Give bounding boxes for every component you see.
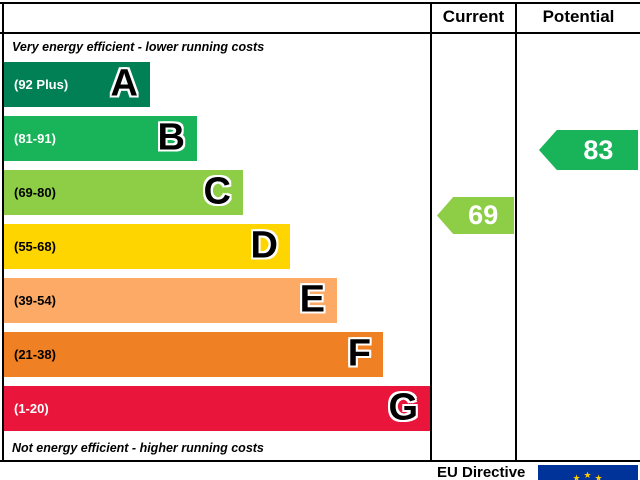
potential-column-divider bbox=[515, 2, 517, 462]
band-letter: C bbox=[203, 169, 231, 212]
band-bar: (21-38) F bbox=[4, 332, 383, 377]
band-bar: (1-20) G bbox=[4, 386, 430, 431]
potential-rating-marker: 83 bbox=[539, 130, 638, 170]
rating-band-g: (1-20) G bbox=[4, 386, 430, 440]
band-range-label: (81-91) bbox=[14, 131, 56, 146]
current-column-divider bbox=[430, 2, 432, 462]
band-range-label: (92 Plus) bbox=[14, 77, 69, 92]
rating-band-d: (55-68) D bbox=[4, 224, 430, 278]
band-range-label: (21-38) bbox=[14, 347, 56, 362]
rating-band-a: (92 Plus) A bbox=[4, 62, 430, 116]
current-column-header: Current bbox=[442, 7, 505, 26]
rating-band-e: (39-54) E bbox=[4, 278, 430, 332]
band-range-label: (55-68) bbox=[14, 239, 56, 254]
band-bar: (92 Plus) A bbox=[4, 62, 150, 107]
band-letter: G bbox=[388, 385, 418, 428]
current-rating-value: 69 bbox=[468, 200, 499, 230]
eu-flag-star: ★ bbox=[594, 472, 603, 480]
top-border bbox=[0, 2, 640, 4]
band-range-label: (69-80) bbox=[14, 185, 56, 200]
potential-rating-value: 83 bbox=[583, 134, 614, 165]
band-bar: (69-80) C bbox=[4, 170, 243, 215]
band-letter: A bbox=[110, 61, 138, 104]
rating-band-c: (69-80) C bbox=[4, 170, 430, 224]
band-letter: B bbox=[157, 115, 185, 158]
rating-bands: (92 Plus) A (81-91) B (69-80) C (55-68) D (39-54… bbox=[4, 62, 430, 440]
current-rating-marker: 69 bbox=[437, 197, 514, 234]
eu-flag-icon: ★★★★★★★★★★★★ bbox=[538, 465, 638, 480]
band-bar: (81-91) B bbox=[4, 116, 197, 161]
rating-band-f: (21-38) F bbox=[4, 332, 430, 386]
eu-flag-star: ★ bbox=[583, 470, 592, 480]
left-border bbox=[2, 2, 4, 462]
rating-band-b: (81-91) B bbox=[4, 116, 430, 170]
bottom-caption: Not energy efficient - higher running co… bbox=[12, 441, 264, 455]
potential-column-header: Potential bbox=[542, 7, 615, 26]
eu-flag-star: ★ bbox=[572, 472, 581, 480]
band-bar: (39-54) E bbox=[4, 278, 337, 323]
eu-directive-label: EU Directive bbox=[437, 464, 526, 480]
header-rule bbox=[0, 32, 640, 34]
footer-rule bbox=[0, 460, 640, 462]
band-range-label: (39-54) bbox=[14, 293, 56, 308]
band-bar: (55-68) D bbox=[4, 224, 290, 269]
band-range-label: (1-20) bbox=[14, 401, 49, 416]
band-letter: F bbox=[347, 331, 371, 374]
band-letter: E bbox=[299, 277, 325, 320]
left-arrow-shape bbox=[437, 197, 514, 234]
band-letter: D bbox=[250, 223, 278, 266]
top-caption: Very energy efficient - lower running co… bbox=[12, 40, 265, 54]
left-arrow-shape bbox=[539, 130, 638, 170]
